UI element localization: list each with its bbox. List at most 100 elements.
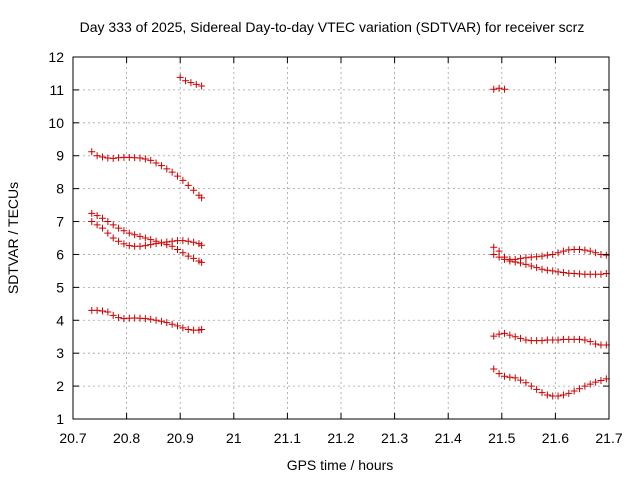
data-point bbox=[198, 194, 206, 202]
x-tick-label: 21.1 bbox=[274, 430, 301, 446]
data-point bbox=[490, 85, 498, 93]
data-point bbox=[538, 265, 546, 273]
data-point bbox=[88, 209, 96, 217]
x-tick-label: 21.7 bbox=[595, 430, 622, 446]
y-tick-label: 8 bbox=[56, 181, 64, 197]
data-point bbox=[136, 154, 144, 162]
data-point bbox=[98, 153, 106, 161]
data-point bbox=[198, 82, 206, 90]
y-tick-label: 11 bbox=[49, 82, 64, 98]
data-point bbox=[157, 162, 165, 170]
data-point bbox=[98, 307, 106, 315]
x-tick-label: 20.9 bbox=[167, 430, 194, 446]
data-point bbox=[93, 221, 101, 229]
y-tick-label: 4 bbox=[56, 312, 64, 328]
data-point bbox=[511, 258, 519, 266]
y-tick-label: 2 bbox=[56, 378, 64, 394]
y-tick-label: 7 bbox=[56, 214, 64, 230]
data-point bbox=[141, 155, 149, 163]
data-point bbox=[500, 85, 508, 93]
data-point bbox=[495, 84, 503, 92]
data-point bbox=[179, 237, 187, 245]
data-point bbox=[495, 253, 503, 261]
x-tick-label: 21.6 bbox=[542, 430, 569, 446]
data-point bbox=[141, 242, 149, 250]
x-axis-ticks: 20.7 20.8 20.9 21 21.1 21.2 21.3 21.4 21.5 21.6 21… bbox=[59, 57, 623, 446]
data-point bbox=[581, 246, 589, 254]
data-point bbox=[120, 240, 128, 248]
data-point bbox=[98, 214, 106, 222]
data-point bbox=[184, 237, 192, 245]
data-point bbox=[190, 186, 198, 194]
data-point bbox=[570, 387, 578, 395]
data-point bbox=[522, 379, 530, 387]
data-point bbox=[565, 389, 573, 397]
data-point bbox=[163, 238, 171, 246]
data-point bbox=[168, 168, 176, 176]
data-point bbox=[109, 234, 117, 242]
data-point bbox=[597, 270, 605, 278]
data-point bbox=[168, 237, 176, 245]
data-point bbox=[586, 380, 594, 388]
y-tick-label: 12 bbox=[48, 49, 64, 65]
data-point bbox=[522, 260, 530, 268]
data-point bbox=[93, 306, 101, 314]
data-point bbox=[136, 232, 144, 240]
data-point bbox=[495, 370, 503, 378]
data-point bbox=[93, 152, 101, 160]
data-point bbox=[527, 262, 535, 270]
data-point bbox=[554, 336, 562, 344]
x-tick-label: 21 bbox=[226, 430, 242, 446]
data-point bbox=[176, 73, 184, 81]
data-point bbox=[597, 376, 605, 384]
data-point bbox=[559, 269, 567, 277]
data-point bbox=[163, 319, 171, 327]
data-point bbox=[581, 382, 589, 390]
data-point bbox=[533, 385, 541, 393]
x-tick-label: 20.8 bbox=[113, 430, 140, 446]
data-point bbox=[506, 331, 514, 339]
data-point bbox=[184, 181, 192, 189]
data-point bbox=[592, 340, 600, 348]
data-point bbox=[586, 247, 594, 255]
data-point bbox=[198, 325, 206, 333]
chart-title: Day 333 of 2025, Sidereal Day-to-day VTE… bbox=[80, 19, 585, 35]
data-point bbox=[522, 254, 530, 262]
data-point bbox=[125, 229, 133, 237]
data-point bbox=[152, 316, 160, 324]
data-point bbox=[495, 247, 503, 255]
series-s8 bbox=[490, 250, 610, 278]
data-point bbox=[533, 264, 541, 272]
data-point bbox=[120, 227, 128, 235]
data-point bbox=[511, 374, 519, 382]
data-point bbox=[506, 257, 514, 265]
data-point bbox=[592, 378, 600, 386]
x-tick-label: 21.5 bbox=[488, 430, 515, 446]
series-s3 bbox=[88, 209, 206, 266]
data-point bbox=[152, 159, 160, 167]
data-point bbox=[549, 250, 557, 258]
data-point bbox=[93, 212, 101, 220]
y-tick-label: 1 bbox=[56, 411, 64, 427]
data-point bbox=[163, 165, 171, 173]
data-point bbox=[109, 221, 117, 229]
y-tick-label: 9 bbox=[56, 148, 64, 164]
data-point bbox=[179, 176, 187, 184]
data-point bbox=[554, 392, 562, 400]
data-point bbox=[554, 249, 562, 257]
series-s7 bbox=[490, 243, 610, 263]
data-point bbox=[147, 241, 155, 249]
data-point bbox=[179, 249, 187, 257]
data-point bbox=[109, 311, 117, 319]
data-point bbox=[533, 253, 541, 261]
data-point bbox=[168, 320, 176, 328]
y-axis-label: SDTVAR / TECUs bbox=[5, 182, 21, 294]
data-point bbox=[104, 308, 112, 316]
x-tick-label: 21.2 bbox=[327, 430, 354, 446]
data-point bbox=[500, 329, 508, 337]
series-s9 bbox=[490, 329, 610, 349]
data-point bbox=[517, 334, 525, 342]
data-point bbox=[109, 154, 117, 162]
